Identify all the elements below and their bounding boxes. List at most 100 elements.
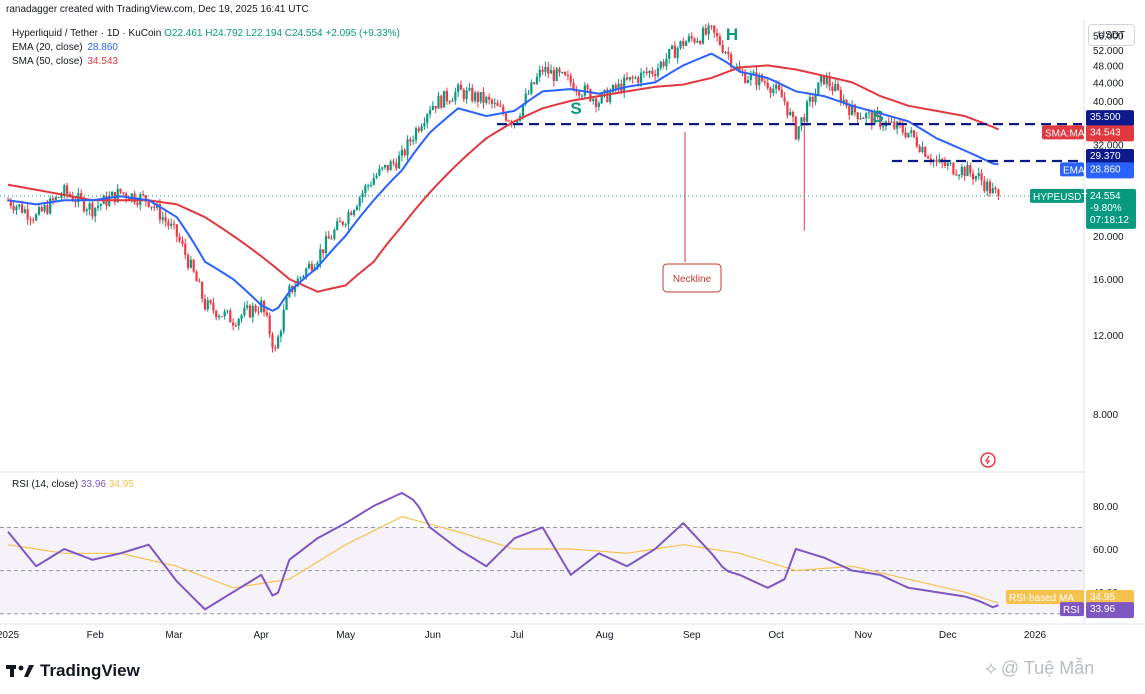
rsi-tick-label: 60.00: [1093, 545, 1118, 556]
candle-body: [839, 89, 842, 103]
candle-body: [324, 236, 328, 254]
currency-button[interactable]: USDT: [1088, 24, 1135, 46]
candle-body: [203, 298, 207, 310]
candle-body: [51, 198, 55, 201]
candle-body: [265, 312, 268, 316]
candle-body: [566, 75, 570, 77]
ema-tag-bg: [1086, 162, 1134, 179]
candle-body: [420, 126, 423, 132]
candle-body: [738, 66, 741, 72]
candle-body: [718, 36, 721, 45]
price-tick-label: 20.000: [1093, 232, 1124, 243]
candle-body: [986, 181, 989, 191]
candle-body: [803, 117, 806, 122]
candle-body: [586, 85, 589, 90]
candle-body: [853, 104, 857, 113]
candle-body: [943, 162, 947, 166]
candle-body: [617, 83, 620, 90]
candle-body: [192, 259, 195, 272]
candle-body: [175, 224, 178, 237]
candle-body: [389, 161, 392, 171]
candle-body: [189, 259, 192, 268]
candle-body: [186, 254, 190, 268]
attribution-text: ranadagger created with TradingView.com,…: [6, 4, 309, 15]
candle-body: [243, 307, 246, 316]
candle-body: [631, 77, 634, 79]
candle-body: [116, 188, 119, 203]
candle-body: [921, 147, 924, 152]
candle-body: [91, 203, 94, 217]
candle-body: [538, 69, 541, 77]
candle-body: [223, 311, 226, 317]
rsi-tick-label: 80.00: [1093, 502, 1118, 513]
candle-body: [398, 155, 401, 169]
candle-body: [639, 72, 643, 83]
candle-body: [656, 68, 660, 76]
candle-body: [375, 175, 378, 178]
candle-body: [181, 240, 184, 244]
symbol-title[interactable]: Hyperliquid / Tether · 1D · KuCoin: [12, 28, 162, 39]
candle-body: [721, 44, 724, 53]
candle-body: [206, 300, 209, 310]
candle-body: [355, 206, 358, 210]
candle-body: [445, 90, 449, 102]
candle-body: [178, 236, 181, 241]
ema-legend-label[interactable]: EMA (20, close): [12, 42, 83, 53]
candle-body: [336, 221, 339, 230]
candle-body: [800, 117, 803, 127]
candle-body: [395, 162, 398, 169]
shoulder-right-label: S: [872, 107, 883, 126]
candle-body: [564, 71, 567, 76]
candle-body: [409, 139, 412, 142]
candle-body: [831, 86, 834, 92]
candle-body: [71, 196, 74, 202]
candle-body: [60, 196, 63, 198]
candle-body: [459, 84, 463, 90]
time-tick-label: Nov: [854, 630, 872, 641]
candle-body: [715, 32, 719, 37]
candle-body: [144, 195, 147, 202]
candle-body: [609, 92, 612, 102]
candle-body: [865, 113, 868, 119]
candle-body: [685, 41, 688, 46]
candle-body: [628, 77, 631, 80]
candle-body: [555, 68, 558, 81]
time-tick-label: 2025: [0, 630, 20, 641]
price-tick-label: 48.000: [1093, 61, 1124, 72]
ohlc-high: H24.792: [205, 28, 244, 39]
candle-body: [805, 101, 809, 122]
candle-body: [533, 82, 536, 84]
candle-body: [20, 204, 24, 213]
candle-body: [43, 205, 46, 212]
candle-body: [282, 309, 285, 332]
candle-body: [516, 120, 519, 124]
candle-body: [949, 162, 952, 164]
sma-line: [7, 64, 999, 293]
candle-body: [760, 74, 764, 82]
candle-body: [271, 334, 274, 348]
candle-body: [122, 192, 125, 194]
candle-body: [611, 84, 615, 93]
candle-body: [862, 118, 865, 120]
candle-body: [161, 217, 164, 220]
candle-body: [707, 25, 710, 35]
candle-body: [682, 41, 685, 46]
rsi-legend-label[interactable]: RSI (14, close): [12, 479, 79, 490]
lightning-icon[interactable]: [980, 452, 996, 468]
candle-body: [662, 61, 665, 67]
time-tick-label: Feb: [87, 630, 105, 641]
candle-body: [527, 93, 530, 95]
sma-legend-label[interactable]: SMA (50, close): [12, 56, 83, 67]
candle-body: [811, 97, 814, 102]
candle-body: [322, 249, 325, 254]
candle-body: [476, 92, 479, 102]
candle-body: [558, 68, 561, 73]
candle-body: [319, 249, 322, 263]
candle-body: [670, 45, 674, 49]
candle-body: [755, 72, 758, 86]
candle-body: [676, 48, 679, 58]
candle-body: [867, 112, 871, 114]
candle-body: [201, 282, 204, 299]
candle-body: [569, 75, 572, 83]
